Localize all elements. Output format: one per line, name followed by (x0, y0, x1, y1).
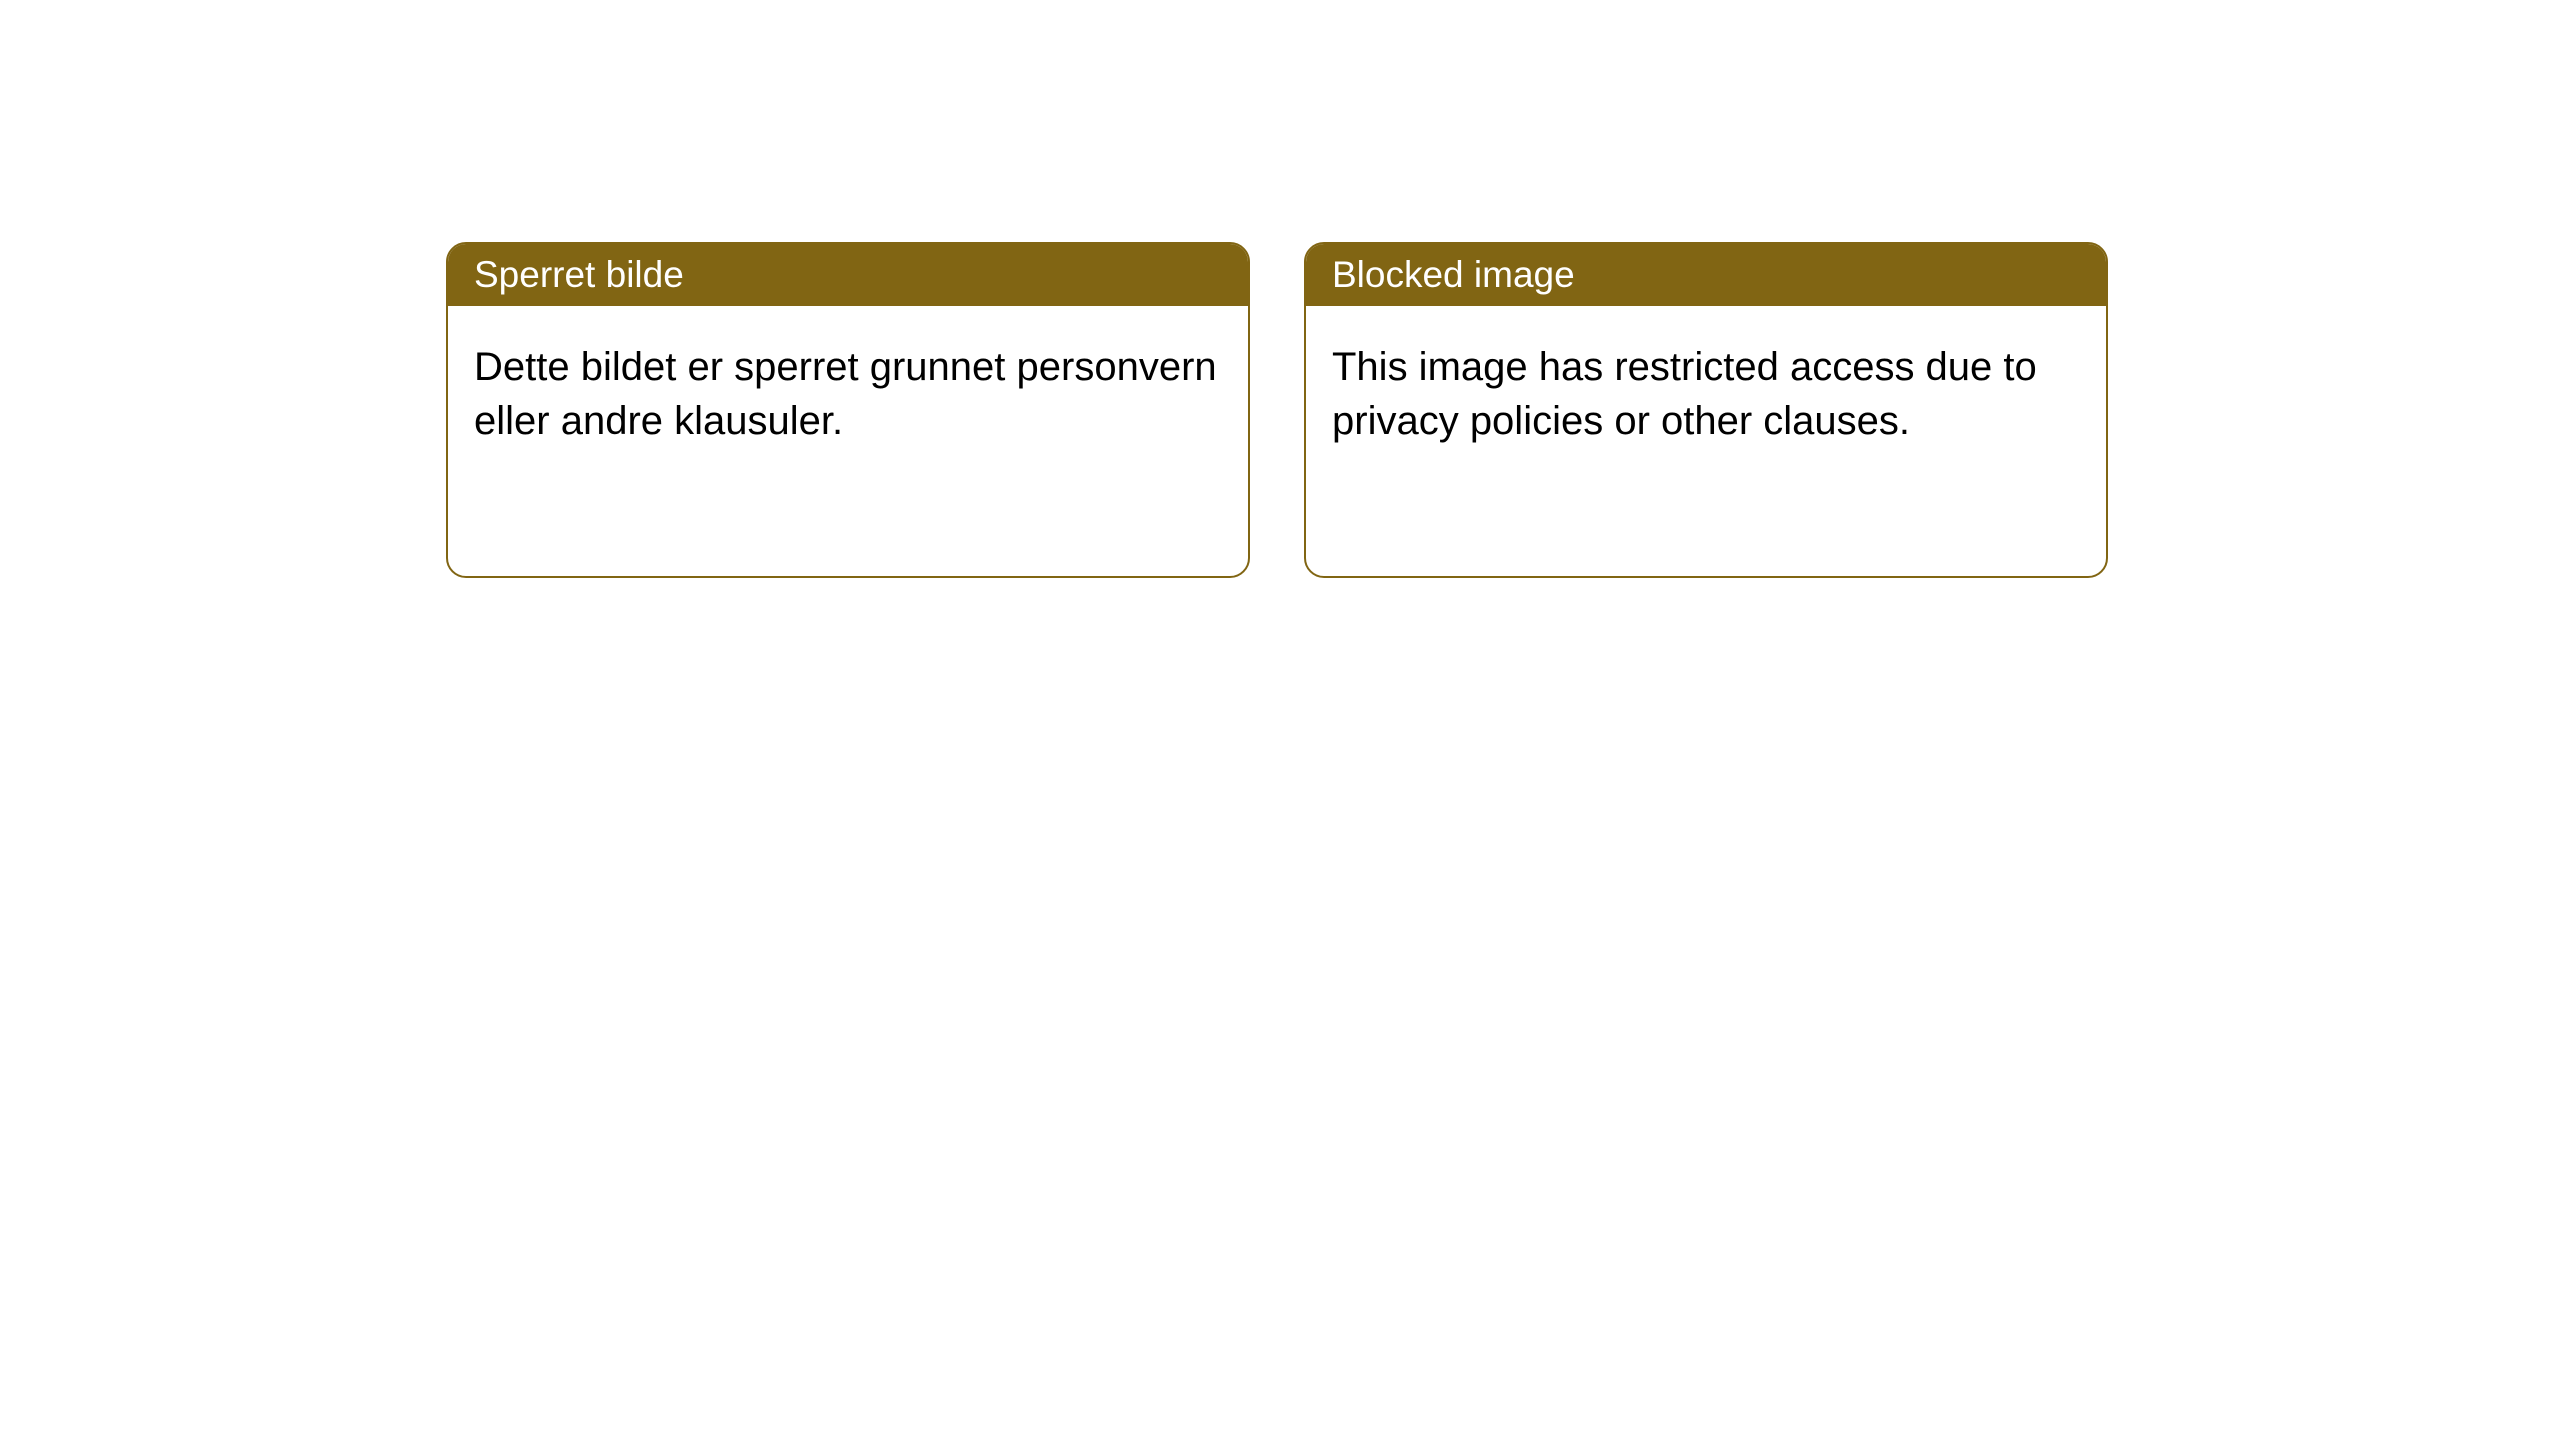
blocked-image-card-en: Blocked image This image has restricted … (1304, 242, 2108, 578)
blocked-image-card-no: Sperret bilde Dette bildet er sperret gr… (446, 242, 1250, 578)
cards-container: Sperret bilde Dette bildet er sperret gr… (446, 242, 2108, 578)
card-body: Dette bildet er sperret grunnet personve… (448, 306, 1248, 482)
card-title: Sperret bilde (474, 254, 684, 295)
card-header: Sperret bilde (448, 244, 1248, 306)
card-header: Blocked image (1306, 244, 2106, 306)
card-body-text: This image has restricted access due to … (1332, 345, 2037, 443)
card-body: This image has restricted access due to … (1306, 306, 2106, 482)
card-body-text: Dette bildet er sperret grunnet personve… (474, 345, 1217, 443)
card-title: Blocked image (1332, 254, 1575, 295)
